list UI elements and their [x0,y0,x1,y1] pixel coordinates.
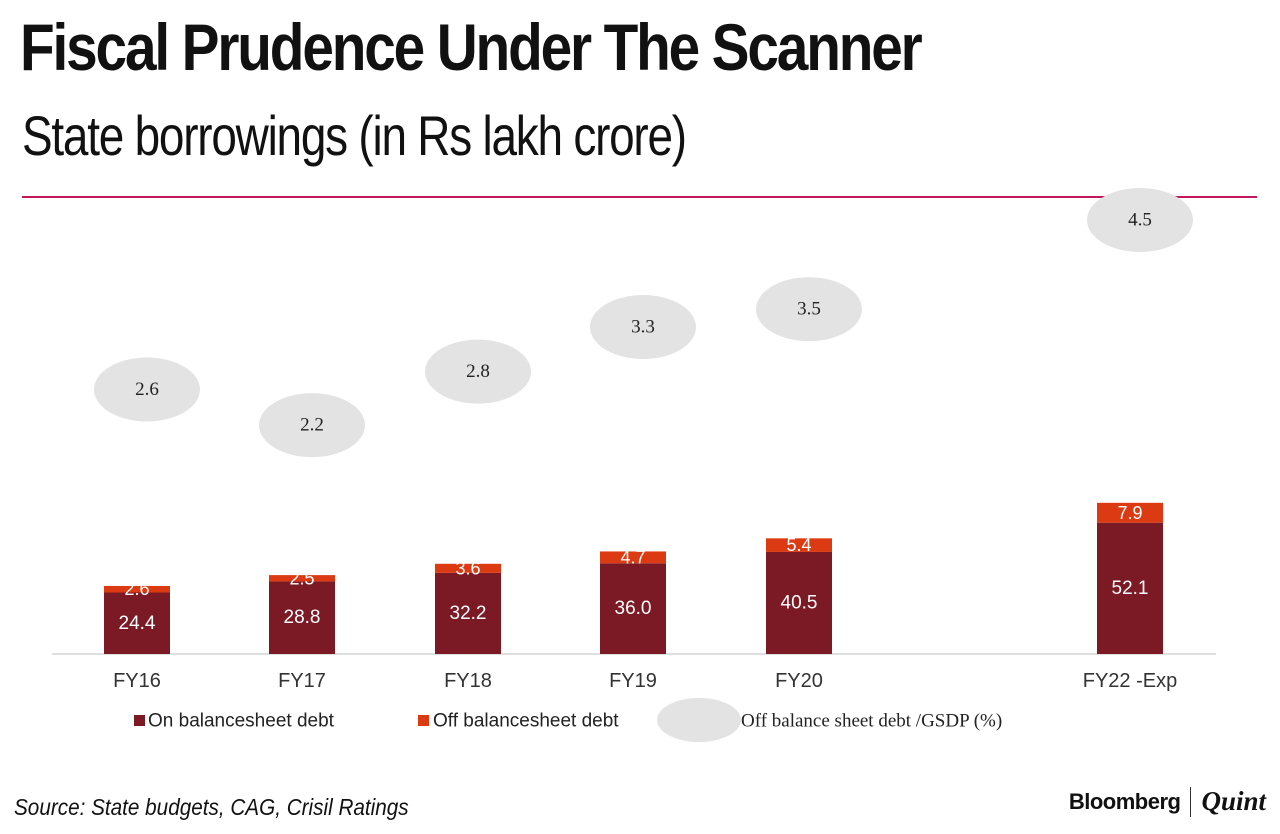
chart-title: Fiscal Prudence Under The Scanner [20,10,923,84]
chart-subtitle: State borrowings (in Rs lakh crore) [22,104,687,167]
x-tick-label: FY18 [444,670,492,692]
bar-off-balance-FY17 [269,575,335,582]
bar-on-balance-FY19 [600,563,666,654]
x-tick-label: FY22 -Exp [1083,670,1177,692]
label-on-balance: 52.1 [1112,578,1149,599]
x-tick-label: FY20 [775,670,823,692]
brand-quint: Quint [1201,786,1266,816]
legend-label-off-balance: Off balancesheet debt [433,711,619,732]
bar-on-balance-FY16 [104,592,170,654]
ratio-bubble [425,339,531,404]
legend-swatch-off-balance [418,715,429,726]
legend-label-on-balance: On balancesheet debt [148,711,335,732]
bar-off-balance-FY22-Exp [1097,502,1163,523]
label-on-balance: 32.2 [450,603,487,624]
label-off-balance: 2.6 [124,579,149,599]
bar-on-balance-FY18 [435,572,501,654]
x-tick-label: FY17 [278,670,326,692]
label-on-balance: 24.4 [119,613,156,634]
brand-bloomberg: Bloomberg [1068,788,1181,814]
ratio-bubble [259,393,365,458]
brand-separator [1190,786,1192,817]
bar-on-balance-FY20 [766,551,832,654]
bar-off-balance-FY19 [600,551,666,564]
ratio-bubble-label: 2.2 [300,415,324,436]
legend-swatch-ratio [657,698,741,742]
bar-off-balance-FY18 [435,563,501,573]
ratio-bubble-label: 2.8 [466,361,490,382]
label-on-balance: 36.0 [615,598,652,619]
label-off-balance: 3.6 [455,558,480,578]
bar-on-balance-FY17 [269,581,335,654]
label-off-balance: 5.4 [786,535,811,555]
ratio-bubble [590,295,696,360]
x-tick-label: FY19 [609,670,657,692]
title-divider [22,196,1257,198]
ratio-bubble-label: 3.5 [797,299,821,320]
legend-label-ratio: Off balance sheet debt /GSDP (%) [741,711,1002,732]
x-tick-label: FY16 [113,670,161,692]
source-note: Source: State budgets, CAG, Crisil Ratin… [14,794,409,820]
ratio-bubble [756,277,862,342]
legend-swatch-on-balance [134,715,145,726]
brand-logo: Bloomberg Quint [1069,786,1266,817]
ratio-bubble [94,357,200,422]
bar-off-balance-FY16 [104,585,170,593]
ratio-bubble-label: 4.5 [1128,210,1152,231]
label-off-balance: 4.7 [620,547,645,567]
ratio-bubble [1087,188,1193,252]
label-on-balance: 28.8 [284,607,321,628]
ratio-bubble-label: 3.3 [631,317,655,338]
label-off-balance: 2.5 [289,568,314,588]
bar-on-balance-FY22-Exp [1097,522,1163,654]
label-off-balance: 7.9 [1117,503,1142,523]
bar-off-balance-FY20 [766,538,832,552]
ratio-bubble-label: 2.6 [135,379,159,400]
label-on-balance: 40.5 [781,592,818,613]
